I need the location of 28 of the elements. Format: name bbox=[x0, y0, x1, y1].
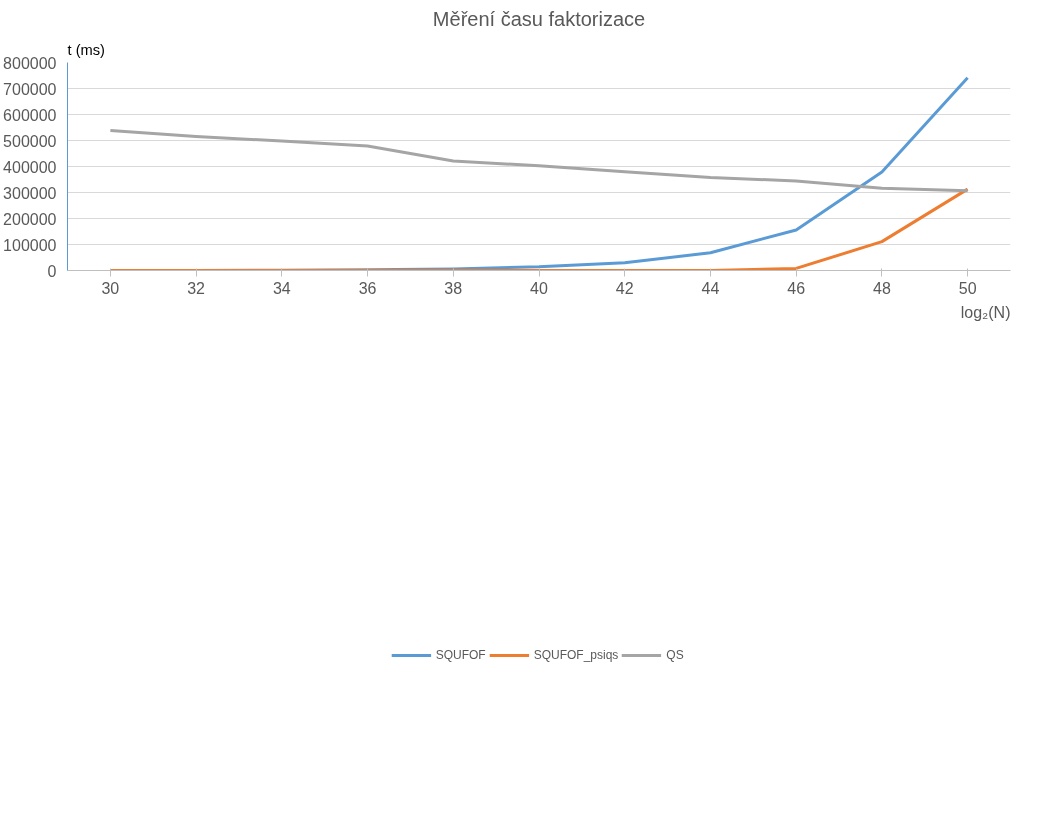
x-tick-label: 48 bbox=[873, 279, 891, 297]
y-tick-label: 600000 bbox=[3, 106, 57, 124]
y-tick-label: 200000 bbox=[3, 210, 57, 228]
y-tick-label: 500000 bbox=[3, 132, 57, 150]
y-tick-label: 700000 bbox=[3, 80, 57, 98]
line-series bbox=[108, 129, 970, 193]
x-tick-label: 42 bbox=[615, 279, 634, 297]
x-tick-label: 36 bbox=[358, 279, 377, 297]
legend-label: QS bbox=[666, 648, 685, 662]
legend-label: SQUFOF bbox=[435, 648, 486, 662]
x-tick-label: 46 bbox=[787, 279, 806, 297]
y-tick-label: 0 bbox=[47, 262, 57, 280]
x-tick-label: 32 bbox=[187, 279, 206, 297]
x-tick-label: 30 bbox=[101, 279, 120, 297]
y-tick-label: 300000 bbox=[3, 184, 57, 202]
x-tick-label: 44 bbox=[701, 279, 720, 297]
chart-title: Měření času faktorizace bbox=[432, 7, 646, 30]
x-tick-label: 38 bbox=[444, 279, 463, 297]
y-axis-title: t (ms) bbox=[67, 41, 105, 58]
line-series bbox=[108, 187, 970, 271]
x-tick-label: 50 bbox=[958, 279, 977, 297]
x-axis-title: log₂(N) bbox=[960, 303, 1011, 321]
x-tick-label: 40 bbox=[530, 279, 548, 297]
y-tick-label: 100000 bbox=[3, 236, 57, 254]
legend-label: SQUFOF_psiqs bbox=[533, 648, 619, 662]
y-tick-label: 800000 bbox=[3, 54, 57, 72]
x-tick-label: 34 bbox=[272, 279, 291, 297]
y-tick-label: 400000 bbox=[3, 158, 57, 176]
